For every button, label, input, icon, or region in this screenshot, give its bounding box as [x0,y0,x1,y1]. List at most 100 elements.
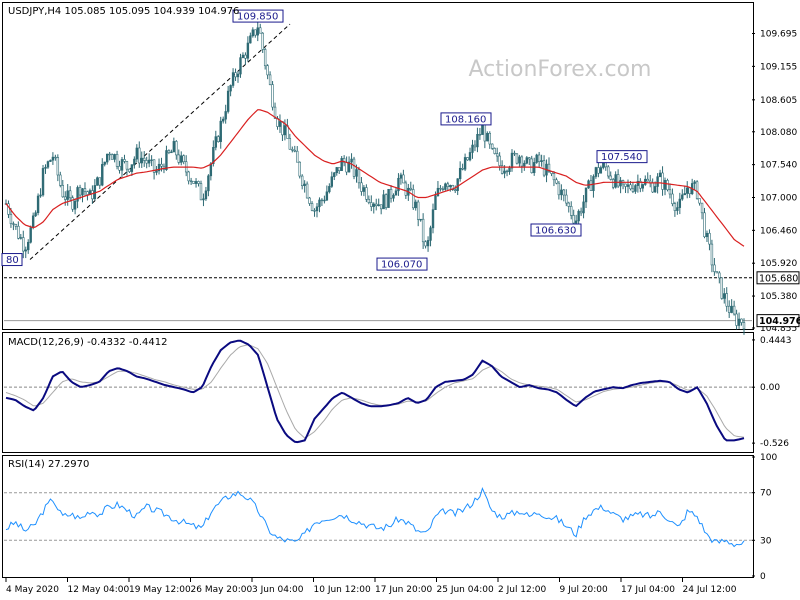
candle-body [611,179,615,188]
candle-body [520,156,524,167]
rsi-tick-label: 70 [760,489,772,499]
annotation-box-3 [530,223,582,237]
price-tick-label: 106.460 [760,226,797,236]
candle-body [639,180,642,189]
candle-body [249,35,252,44]
macd-tick-label: -0.526 [760,439,789,449]
time-tick-label: 12 May 04:00 [68,585,130,595]
candle-body [597,167,600,174]
candle-body [530,158,533,174]
candle-body [219,120,222,142]
candle-body [172,141,176,153]
candle-body [66,190,69,200]
candle-body [565,194,568,204]
candle-body [402,174,405,184]
candle-body [355,169,358,177]
candle-body [562,189,566,196]
price-tick-label: 105.920 [760,259,797,269]
candle-body [244,54,247,59]
annotation-box-0 [232,9,284,23]
candle-body [214,136,217,148]
candle-body [473,144,477,148]
candle-body [298,161,301,177]
candle-body [365,187,368,200]
candle-body [44,166,47,169]
candle-body [488,132,491,145]
candle-body [498,155,501,166]
candle-body [431,209,435,229]
candle-body [207,175,210,192]
macd-panel-title: MACD(12,26,9) -0.4332 -0.4412 [8,337,168,348]
candle-body [412,189,415,209]
candle-body [370,202,373,207]
candle-body [387,188,390,208]
candle-body [505,170,509,173]
candle-body [495,153,499,157]
candle-body [681,194,684,200]
candle-body [451,185,454,191]
rsi-axis: 100 70 30 0 [752,453,777,582]
candle-body [22,237,25,252]
candle-body [735,313,738,326]
candle-body [113,154,116,160]
candle-body [251,29,255,37]
candle-body [125,161,129,170]
candle-body [187,171,190,182]
candle-body [202,198,205,201]
candle-body [582,201,585,214]
candle-body [350,158,353,163]
time-axis: 4 May 2020 12 May 04:00 19 May 12:00 26 May… [5,578,737,595]
candle-body [394,190,398,196]
candle-body [199,183,203,201]
candle-body [291,148,294,151]
candle-body [688,187,691,195]
annotation-label-0: 109.850 [237,12,278,23]
candle-body [323,199,326,202]
candle-body [449,185,452,187]
macd-signal-line [5,344,745,439]
price-tick-label: 108.080 [760,128,797,138]
candle-body [352,158,356,177]
candle-body [41,168,45,196]
trendline [29,23,291,260]
candle-body [666,180,669,191]
candle-body [634,185,637,192]
candle-body [673,203,677,211]
candle-body [135,147,139,160]
annotation-label-4: 106.070 [381,260,422,271]
candle-body [140,157,143,164]
candle-body [468,152,472,161]
candle-body [347,161,351,173]
candle-body [266,65,269,76]
price-level-lines [4,277,752,322]
candle-body [715,271,719,274]
candle-body [170,151,173,154]
candle-body [446,183,450,187]
candle-body [212,147,215,164]
time-tick-label: 10 Jun 12:00 [314,585,371,595]
candle-body [676,207,679,211]
candle-body [528,157,531,160]
candle-body [217,136,220,142]
candle-body [189,180,193,182]
candle-body [683,193,686,196]
candle-body [732,305,736,315]
annotation-box-5 [1,253,23,267]
candle-body [574,220,578,224]
annotation-label-2: 107.540 [601,152,642,163]
candle-body [197,181,200,184]
candle-body [439,187,442,190]
candle-body [535,154,538,163]
candle-body [397,177,400,192]
candle-body [9,214,13,224]
candle-body [152,159,156,173]
time-tick-label: 9 Jul 20:00 [560,585,609,595]
candle-body [296,150,299,163]
candle-body [730,305,733,313]
candle-body [491,143,494,149]
candle-body [175,141,178,156]
candle-body [557,182,561,196]
candle-body [49,159,52,162]
annotation-box-1 [440,112,492,126]
